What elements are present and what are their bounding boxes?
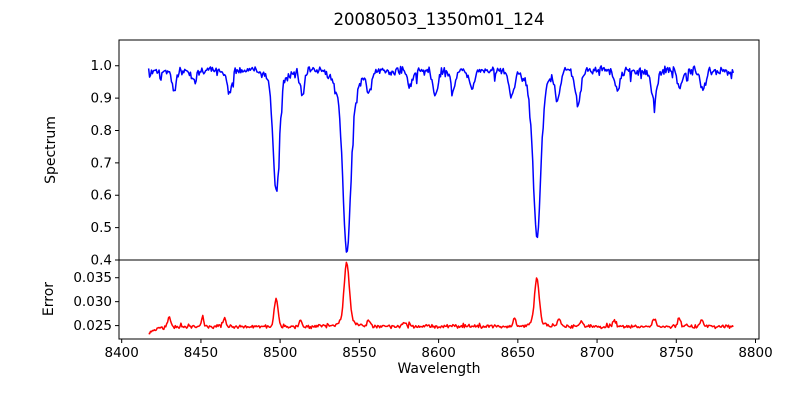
x-tick-label: 8700 — [580, 345, 614, 361]
x-tick-label: 8550 — [342, 345, 376, 361]
spectrum-y-tick-label: 0.7 — [91, 155, 112, 171]
x-tick-label: 8750 — [659, 345, 693, 361]
x-tick-label: 8500 — [263, 345, 297, 361]
error-line — [148, 261, 734, 335]
spectrum-y-tick-label: 0.6 — [91, 188, 112, 204]
error-y-tick-label: 0.035 — [73, 270, 112, 286]
spectrum-y-tick-label: 1.0 — [91, 58, 112, 74]
x-tick-label: 8600 — [421, 345, 455, 361]
x-tick-label: 8450 — [184, 345, 218, 361]
x-axis-label: Wavelength — [397, 361, 481, 377]
error-y-tick-label: 0.030 — [73, 294, 112, 310]
spectrum-y-tick-label: 0.9 — [91, 91, 112, 107]
spectrum-y-tick-label: 0.8 — [91, 123, 112, 139]
spectrum-line — [147, 65, 735, 253]
chart-title: 20080503_1350m01_124 — [333, 10, 545, 29]
x-tick-label: 8800 — [738, 345, 772, 361]
spectrum-y-tick-label: 0.5 — [91, 220, 112, 236]
x-tick-label: 8650 — [501, 345, 535, 361]
spectrum-y-tick-label: 0.4 — [91, 253, 112, 269]
error-y-tick-label: 0.025 — [73, 318, 112, 334]
x-tick-label: 8400 — [105, 345, 139, 361]
